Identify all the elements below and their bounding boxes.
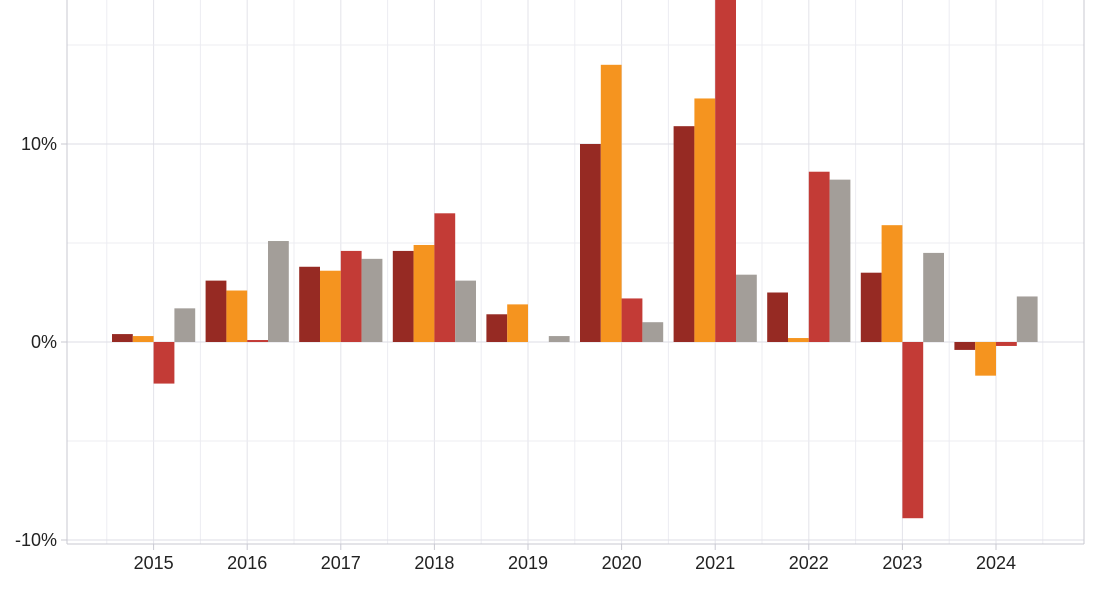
bar-2017-series-1 [299, 266, 320, 342]
bar-2018-series-3 [434, 213, 456, 342]
bar-2018-series-1 [392, 250, 414, 342]
x-tick-label-2017: 2017 [321, 553, 361, 573]
bar-2017-series-3 [340, 250, 362, 342]
bar-2024-series-4 [1016, 296, 1038, 342]
y-tick-label: -10% [15, 530, 57, 550]
bar-2024-series-1 [954, 342, 976, 350]
bar-2016-series-1 [205, 280, 227, 342]
bars [112, 0, 1038, 519]
y-tick-label: 10% [21, 134, 57, 154]
x-tick-label-2018: 2018 [414, 553, 454, 573]
bar-2020-series-4 [642, 322, 664, 342]
bar-2019-series-4 [548, 336, 570, 342]
x-tick-label-2023: 2023 [882, 553, 922, 573]
bar-2023-series-2 [881, 225, 903, 342]
bar-2016-series-3 [247, 340, 268, 342]
x-tick-label-2022: 2022 [789, 553, 829, 573]
x-tick-label-2021: 2021 [695, 553, 735, 573]
y-tick-label: 0% [31, 332, 57, 352]
x-tick-label-2020: 2020 [602, 553, 642, 573]
bar-2022-series-3 [808, 171, 830, 342]
bar-2016-series-4 [268, 241, 289, 342]
bar-2023-series-3 [902, 342, 924, 519]
bar-2023-series-1 [860, 272, 882, 342]
bar-2015-series-4 [174, 308, 196, 342]
bar-2021-series-4 [736, 274, 757, 342]
x-tick-label-2015: 2015 [134, 553, 174, 573]
bar-2020-series-1 [580, 144, 601, 342]
bar-2020-series-3 [621, 298, 643, 342]
bar-2016-series-2 [226, 290, 248, 342]
x-tick-label-2024: 2024 [976, 553, 1016, 573]
bar-2024-series-3 [996, 342, 1017, 346]
bar-2017-series-4 [361, 258, 383, 342]
bar-2015-series-1 [112, 334, 133, 342]
bar-2024-series-2 [975, 342, 996, 376]
bar-2015-series-3 [153, 342, 175, 384]
y-tick-labels: -10% 0% 10% [15, 134, 57, 550]
bar-2020-series-2 [600, 64, 622, 343]
axes [61, 0, 1085, 550]
bar-2022-series-1 [767, 292, 788, 342]
bar-2015-series-2 [132, 336, 154, 342]
bar-2021-series-2 [694, 98, 716, 343]
bar-2023-series-4 [923, 252, 944, 342]
bar-2022-series-2 [788, 338, 809, 342]
x-tick-label-2016: 2016 [227, 553, 267, 573]
x-tick-labels: 2015 2016 2017 2018 2019 2020 2021 2022 2023 2024 [134, 553, 1016, 573]
bar-2019-series-2 [507, 304, 528, 342]
bar-2018-series-2 [413, 244, 435, 342]
bar-2017-series-2 [320, 270, 341, 342]
bar-2021-series-3 [715, 0, 736, 342]
bar-2019-series-1 [486, 314, 508, 342]
x-tick-label-2019: 2019 [508, 553, 548, 573]
bar-2018-series-4 [455, 280, 476, 342]
bar-2021-series-1 [673, 126, 695, 343]
bar-2022-series-4 [829, 179, 851, 342]
